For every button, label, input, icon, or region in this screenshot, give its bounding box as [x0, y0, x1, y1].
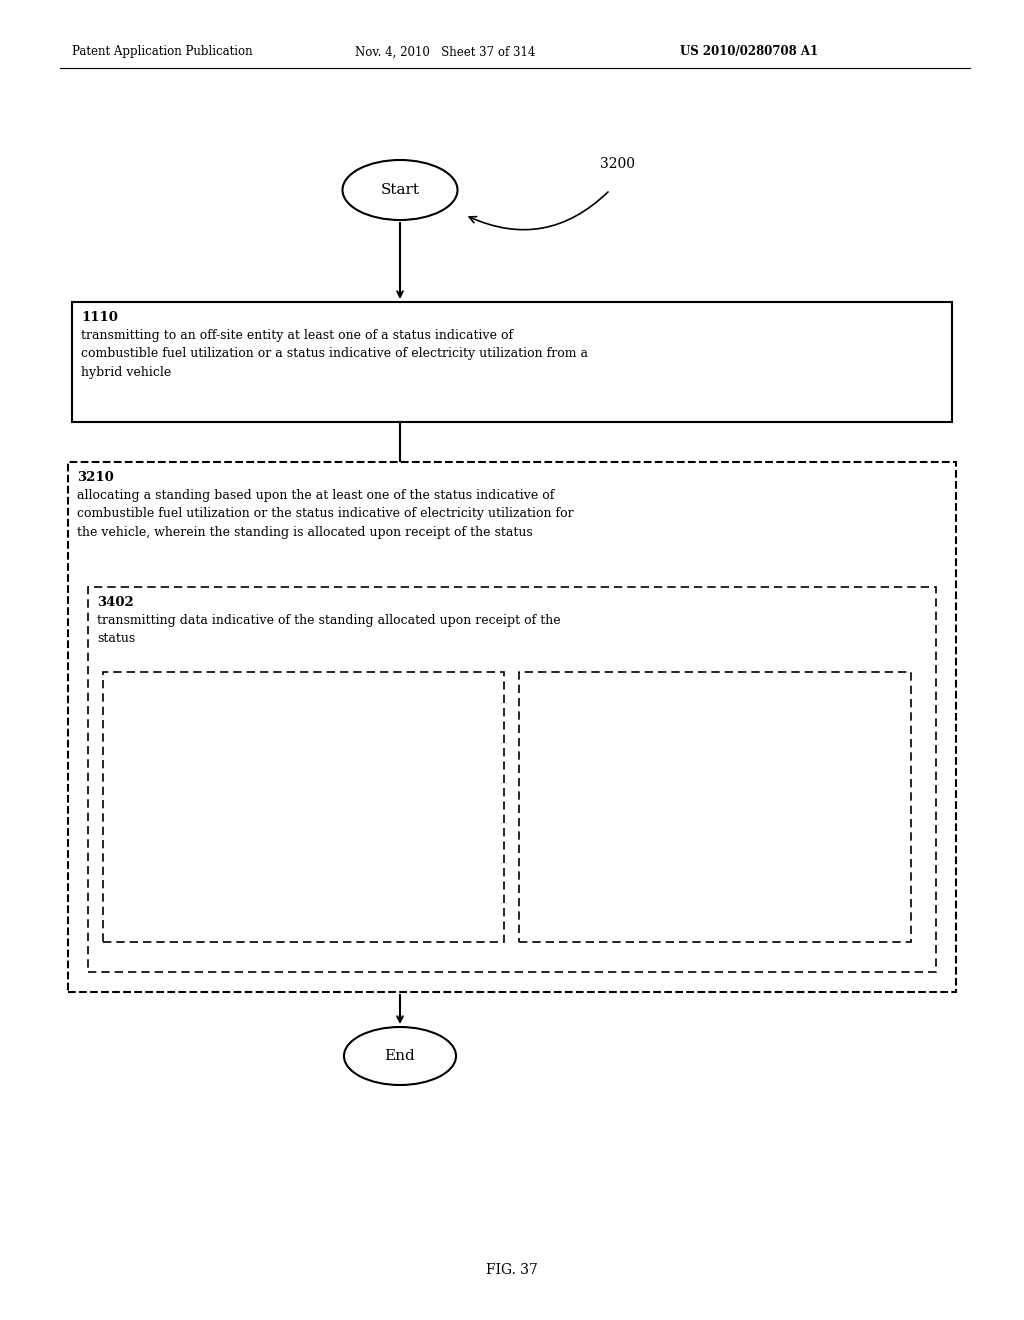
Ellipse shape [344, 1027, 456, 1085]
Text: transmitting to an off-site entity at least one of a status indicative of
combus: transmitting to an off-site entity at le… [81, 329, 588, 379]
Bar [519, 672, 911, 942]
Bar [68, 462, 956, 993]
Text: 1110: 1110 [81, 312, 118, 323]
Text: FIG. 37: FIG. 37 [486, 1263, 538, 1276]
Text: transmitting data indicative of the standing allocated upon receipt of the
statu: transmitting data indicative of the stan… [97, 614, 560, 645]
Bar [88, 587, 936, 972]
Bar [72, 302, 952, 422]
Text: 3704: 3704 [527, 681, 563, 694]
Text: allocating a standing based upon the at least one of the status indicative of
co: allocating a standing based upon the at … [77, 488, 573, 539]
Text: 3200: 3200 [600, 157, 635, 172]
Text: transmitting data indicative of a
standing comprising a tax, a fee, an
increase : transmitting data indicative of a standi… [527, 700, 751, 820]
Ellipse shape [342, 160, 458, 220]
Bar [103, 672, 504, 942]
Text: Nov. 4, 2010   Sheet 37 of 314: Nov. 4, 2010 Sheet 37 of 314 [355, 45, 536, 58]
Text: Patent Application Publication: Patent Application Publication [72, 45, 253, 58]
Text: 3702: 3702 [111, 681, 147, 694]
Text: 3402: 3402 [97, 597, 134, 609]
Text: End: End [385, 1049, 416, 1063]
FancyArrowPatch shape [469, 191, 608, 230]
Text: Start: Start [381, 183, 420, 197]
Text: 3210: 3210 [77, 471, 114, 484]
Text: US 2010/0280708 A1: US 2010/0280708 A1 [680, 45, 818, 58]
Text: transmitting data indicative of a
standing comprising a qualification
for at lea: transmitting data indicative of a standi… [111, 700, 333, 820]
